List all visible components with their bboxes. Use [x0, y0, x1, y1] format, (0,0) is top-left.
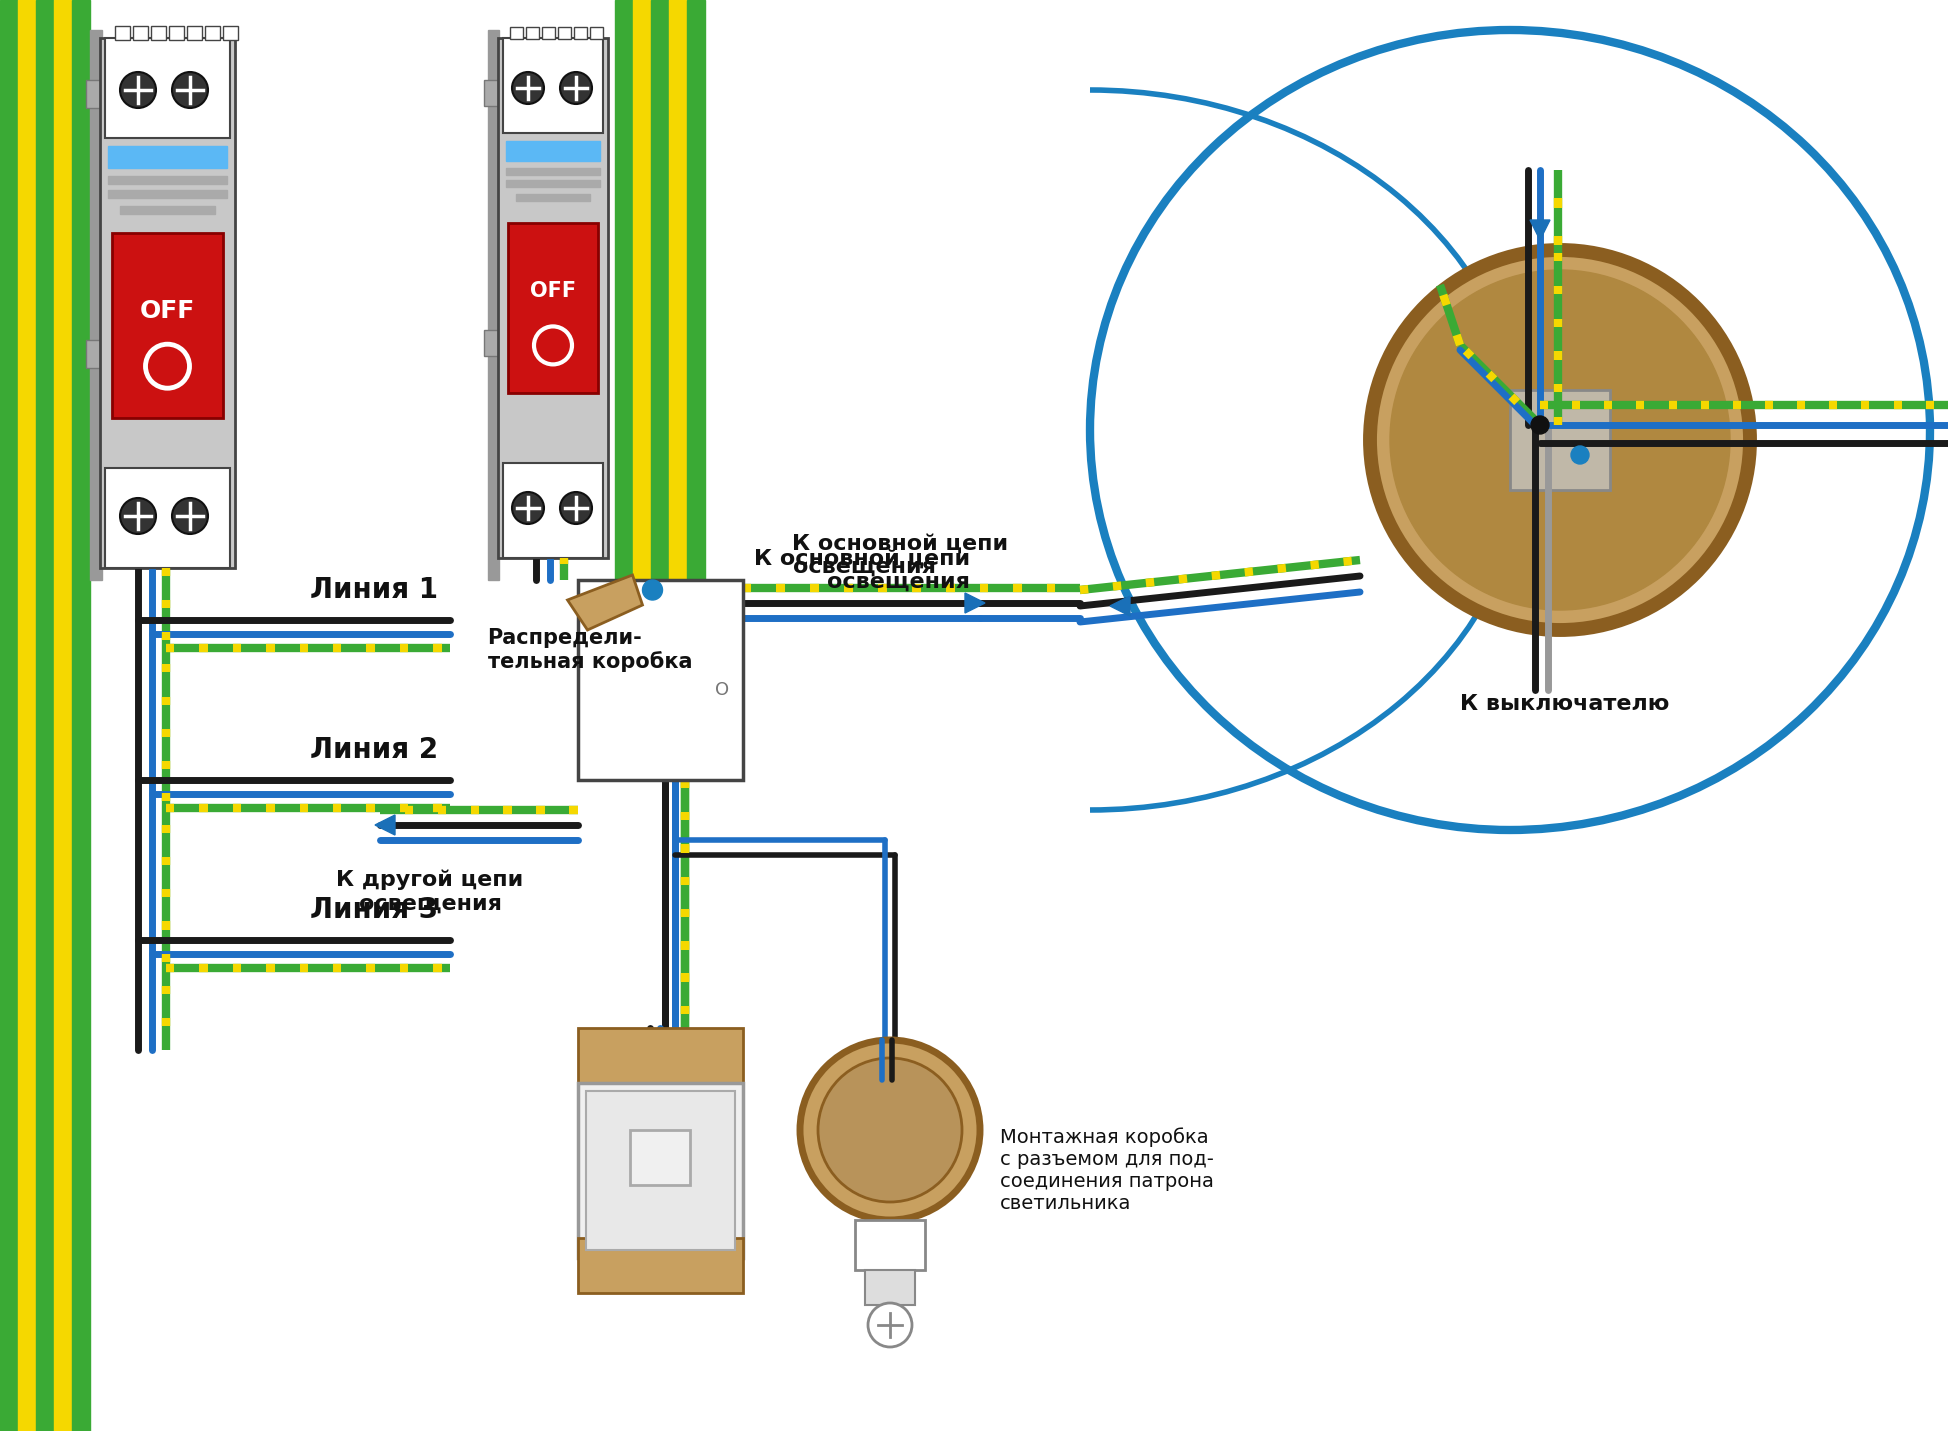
Circle shape: [1369, 250, 1749, 630]
Bar: [577, 580, 742, 780]
Bar: [557, 27, 571, 39]
Bar: [483, 331, 503, 356]
Bar: [107, 190, 228, 197]
Bar: [111, 233, 222, 418]
Circle shape: [121, 498, 156, 534]
Bar: [516, 195, 590, 200]
Bar: [187, 26, 203, 40]
Bar: [0, 0, 18, 1431]
Bar: [105, 468, 230, 568]
Circle shape: [1531, 416, 1549, 434]
Bar: [575, 27, 586, 39]
Bar: [18, 0, 35, 1431]
Circle shape: [559, 72, 592, 104]
Circle shape: [171, 72, 208, 107]
Bar: [1510, 391, 1609, 489]
Bar: [86, 80, 105, 107]
Text: Монтажная коробка
с разъемом для под-
соединения патрона
светильника: Монтажная коробка с разъемом для под- со…: [999, 1128, 1214, 1213]
Bar: [35, 0, 53, 1431]
Bar: [499, 39, 608, 558]
Text: Линия 3: Линия 3: [310, 896, 438, 924]
Bar: [121, 206, 214, 215]
Bar: [506, 142, 600, 162]
Polygon shape: [1529, 220, 1551, 240]
Bar: [586, 1090, 734, 1249]
Bar: [577, 1027, 742, 1082]
Bar: [55, 0, 70, 1431]
Bar: [205, 26, 220, 40]
Bar: [577, 1082, 742, 1258]
Polygon shape: [567, 575, 643, 630]
Bar: [115, 26, 131, 40]
Bar: [506, 167, 600, 175]
Bar: [855, 1221, 925, 1269]
Bar: [510, 27, 522, 39]
Text: К другой цепи
освещения: К другой цепи освещения: [337, 870, 524, 914]
Text: К основной цепи
освещения: К основной цепи освещения: [754, 548, 970, 591]
Circle shape: [869, 1304, 912, 1347]
Bar: [503, 39, 604, 133]
Bar: [132, 26, 148, 40]
Circle shape: [643, 580, 662, 600]
Bar: [90, 30, 101, 580]
Text: К выключателю: К выключателю: [1461, 694, 1669, 714]
Circle shape: [559, 492, 592, 524]
Bar: [508, 223, 598, 394]
Text: Линия 2: Линия 2: [310, 736, 438, 764]
Circle shape: [171, 498, 208, 534]
Bar: [590, 27, 604, 39]
Circle shape: [121, 72, 156, 107]
Text: Линия 1: Линия 1: [310, 577, 438, 604]
Bar: [152, 26, 166, 40]
Bar: [616, 0, 631, 720]
Circle shape: [512, 72, 543, 104]
Text: Распредели-
тельная коробка: Распредели- тельная коробка: [487, 628, 692, 673]
Bar: [506, 180, 600, 187]
Circle shape: [818, 1058, 962, 1202]
Bar: [222, 26, 238, 40]
Bar: [668, 0, 686, 720]
Bar: [483, 80, 503, 106]
Bar: [688, 0, 705, 720]
Polygon shape: [964, 592, 986, 612]
Text: К основной цепи
освещения: К основной цепи освещения: [793, 534, 1009, 577]
Circle shape: [1570, 446, 1590, 464]
Bar: [651, 0, 668, 720]
Bar: [577, 1238, 742, 1292]
Bar: [865, 1269, 916, 1305]
Bar: [107, 176, 228, 185]
Polygon shape: [376, 816, 395, 836]
Text: OFF: OFF: [140, 299, 195, 323]
Bar: [99, 39, 236, 568]
Bar: [105, 39, 230, 137]
Bar: [489, 30, 499, 580]
Text: OFF: OFF: [530, 280, 577, 301]
Circle shape: [801, 1040, 980, 1221]
Circle shape: [512, 492, 543, 524]
Bar: [169, 26, 183, 40]
Bar: [86, 341, 105, 368]
Bar: [526, 27, 540, 39]
Bar: [107, 146, 228, 167]
Bar: [72, 0, 90, 1431]
Polygon shape: [1110, 595, 1130, 615]
Circle shape: [1391, 270, 1730, 610]
Text: O: O: [715, 681, 730, 698]
Bar: [633, 0, 651, 720]
Bar: [629, 1130, 690, 1185]
Bar: [542, 27, 555, 39]
Bar: [503, 464, 604, 558]
